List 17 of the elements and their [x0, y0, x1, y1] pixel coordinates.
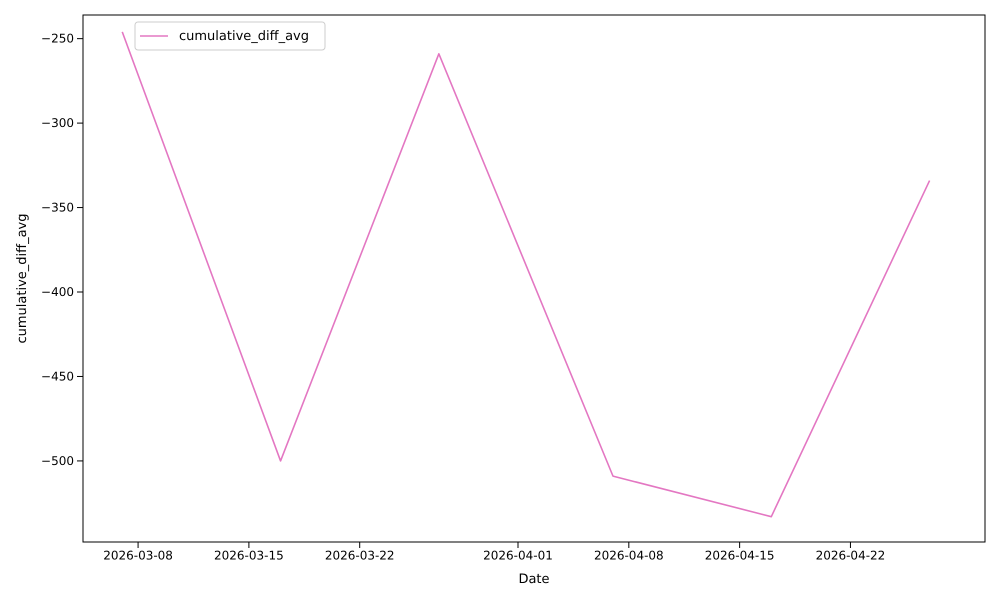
x-tick-label: 2026-04-01	[483, 548, 553, 563]
x-tick-label: 2026-04-08	[594, 548, 664, 563]
y-tick-label: −300	[41, 116, 74, 130]
line-series	[121, 31, 930, 518]
y-tick-label: −400	[41, 284, 74, 299]
x-tick-label: 2026-03-08	[103, 548, 173, 563]
legend-label: cumulative_diff_avg	[179, 29, 309, 44]
y-tick-label: −450	[41, 369, 74, 384]
x-axis-title: Date	[518, 572, 550, 587]
x-tick-label: 2026-03-15	[214, 548, 284, 563]
y-tick-label: −350	[41, 200, 74, 214]
y-axis-title: cumulative_diff_avg	[15, 214, 30, 344]
x-tick-label: 2026-04-15	[704, 548, 775, 563]
y-tick-label: −500	[41, 454, 74, 468]
y-tick-label: −250	[41, 31, 74, 46]
x-tick-label: 2026-04-22	[816, 548, 886, 563]
x-tick-label: 2026-03-22	[324, 548, 395, 563]
